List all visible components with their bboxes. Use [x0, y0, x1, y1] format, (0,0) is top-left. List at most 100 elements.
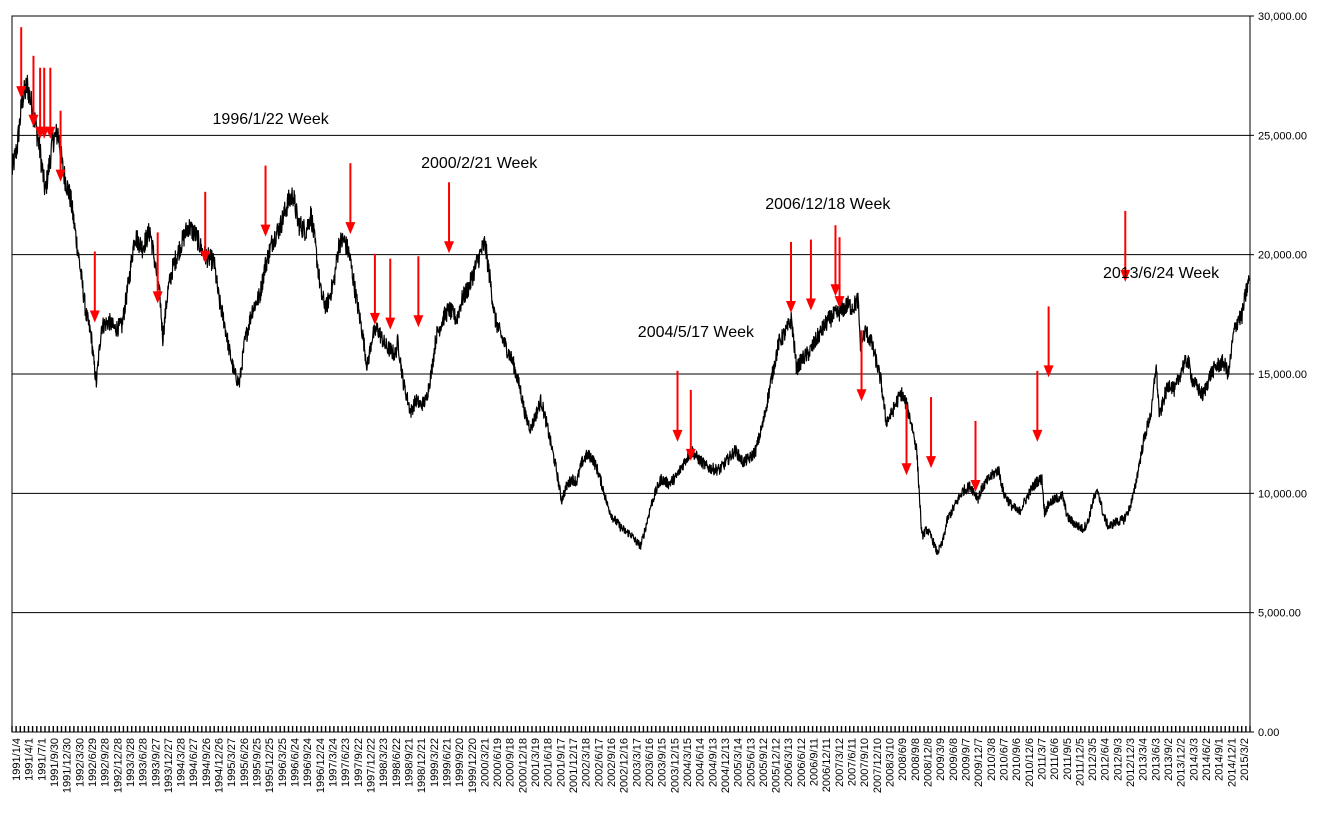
x-tick-label: 2009/12/7	[973, 738, 985, 787]
x-tick-label: 1999/9/20	[454, 738, 466, 787]
annotations: 1996/1/22 Week 2000/2/21 Week 2004/5/17 We…	[213, 111, 1221, 341]
x-tick-label: 2009/6/8	[948, 738, 960, 781]
x-tick-label: 1992/12/28	[112, 738, 124, 793]
index-price-line	[11, 74, 1250, 555]
red-arrow-marker	[805, 239, 816, 311]
y-tick-label: 30,000.00	[1258, 11, 1307, 23]
x-tick-label: 1992/6/29	[87, 738, 99, 787]
gridlines	[11, 15, 1254, 733]
x-tick-label: 1993/6/28	[138, 738, 150, 787]
x-tick-label: 2012/12/3	[1125, 738, 1137, 787]
x-tick-label: 2011/12/5	[1074, 738, 1086, 786]
x-tick-label: 2002/12/16	[619, 738, 631, 793]
y-tick-label: 0.00	[1258, 727, 1279, 739]
red-arrow-marker	[444, 182, 455, 254]
red-arrow-marker	[830, 225, 841, 297]
x-tick-label: 1998/9/21	[404, 738, 416, 787]
x-tick-label: 2002/6/17	[593, 738, 605, 787]
arrowhead-icon	[345, 222, 356, 235]
x-tick-label: 2010/9/6	[1011, 738, 1023, 781]
x-tick-label: 2004/3/15	[682, 738, 694, 787]
x-tick-label: 2014/9/1	[1214, 738, 1226, 781]
x-tick-label: 1996/12/24	[315, 738, 327, 793]
arrowhead-icon	[444, 241, 455, 254]
arrowhead-icon	[805, 298, 816, 311]
x-tick-label: 2002/3/18	[581, 738, 593, 787]
x-tick-label: 1994/3/28	[176, 738, 188, 787]
red-arrow-marker	[200, 191, 211, 263]
x-tick-label: 2007/6/11	[847, 738, 859, 786]
annotation-label: 2013/6/24 Week	[1103, 265, 1220, 282]
arrowhead-icon	[830, 284, 841, 297]
x-tick-label: 1998/6/22	[391, 738, 403, 787]
x-tick-label: 1993/12/27	[163, 738, 175, 793]
red-arrow-marker	[152, 232, 163, 304]
x-tick-label: 2011/6/6	[1049, 738, 1061, 780]
x-tick-label: 2000/9/18	[505, 738, 517, 787]
x-tick-label: 1991/1/4	[11, 738, 23, 781]
x-tick-label: 2003/12/15	[669, 738, 681, 793]
x-tick-label: 1996/9/24	[302, 738, 314, 787]
x-tick-label: 1991/9/30	[49, 738, 61, 787]
x-tick-label: 2001/3/19	[530, 738, 542, 787]
x-tick-label: 2004/6/14	[695, 738, 707, 787]
x-tick-label: 2006/3/13	[783, 738, 795, 787]
arrowhead-icon	[970, 479, 981, 492]
x-tick-label: 1991/4/1	[24, 738, 36, 781]
x-tick-label: 1996/3/25	[277, 738, 289, 787]
x-tick-label: 2010/3/8	[986, 738, 998, 781]
x-tick-label: 1999/12/20	[467, 738, 479, 793]
red-arrow-marker	[369, 253, 380, 325]
x-tick-label: 1994/12/26	[214, 738, 226, 793]
x-tick-label: 2008/6/9	[897, 738, 909, 781]
arrowhead-icon	[926, 456, 937, 469]
red-arrow-marker	[1043, 306, 1054, 378]
red-arrow-marker	[28, 55, 39, 127]
x-tick-label: 2007/9/10	[859, 738, 871, 787]
arrowhead-icon	[672, 429, 683, 442]
x-tick-label: 1999/3/22	[429, 738, 441, 787]
annotation-label: 1996/1/22 Week	[213, 111, 330, 128]
arrow-markers	[16, 27, 1131, 492]
x-tick-label: 2005/12/12	[771, 738, 783, 793]
red-arrow-marker	[385, 258, 396, 330]
y-axis-tick-labels: 30,000.00 25,000.00 20,000.00 15,000.00 10,0…	[1258, 11, 1307, 739]
x-tick-label: 2006/12/11	[821, 738, 833, 792]
x-tick-label: 1999/6/21	[441, 738, 453, 787]
x-tick-label: 1991/12/30	[62, 738, 74, 793]
x-tick-label: 2012/3/5	[1087, 738, 1099, 781]
arrowhead-icon	[260, 224, 271, 237]
arrowhead-icon	[785, 300, 796, 313]
x-tick-label: 2014/3/3	[1188, 738, 1200, 781]
x-tick-label: 2005/6/13	[745, 738, 757, 787]
x-tick-label: 1995/12/25	[264, 738, 276, 793]
arrowhead-icon	[385, 317, 396, 330]
x-tick-label: 1996/6/24	[290, 738, 302, 787]
x-tick-label: 2008/3/10	[885, 738, 897, 787]
x-tick-label: 2007/12/10	[872, 738, 884, 793]
arrowhead-icon	[413, 315, 424, 328]
arrowhead-icon	[1043, 365, 1054, 378]
annotation-label: 2006/12/18 Week	[765, 196, 891, 213]
arrowhead-icon	[1032, 429, 1043, 442]
red-arrow-marker	[785, 241, 796, 313]
x-tick-label: 2013/3/4	[1138, 738, 1150, 781]
arrowhead-icon	[89, 310, 100, 323]
annotation-label: 2000/2/21 Week	[421, 155, 538, 172]
x-tick-label: 2014/6/2	[1201, 738, 1213, 781]
red-arrow-marker	[685, 389, 696, 461]
red-arrow-marker	[901, 404, 912, 476]
x-tick-label: 2006/6/12	[796, 738, 808, 787]
x-tick-label: 1997/9/22	[353, 738, 365, 787]
x-tick-label: 2000/6/19	[492, 738, 504, 787]
x-tick-label: 2004/9/13	[707, 738, 719, 787]
arrowhead-icon	[16, 86, 27, 99]
red-arrow-marker	[970, 420, 981, 492]
arrowhead-icon	[856, 389, 867, 402]
x-tick-label: 2015/3/2	[1239, 738, 1251, 781]
x-tick-label: 1995/3/27	[226, 738, 238, 787]
x-tick-label: 2004/12/13	[720, 738, 732, 793]
x-tick-label: 1991/7/1	[36, 738, 48, 781]
red-arrow-marker	[260, 165, 271, 237]
y-tick-label: 15,000.00	[1258, 369, 1307, 381]
